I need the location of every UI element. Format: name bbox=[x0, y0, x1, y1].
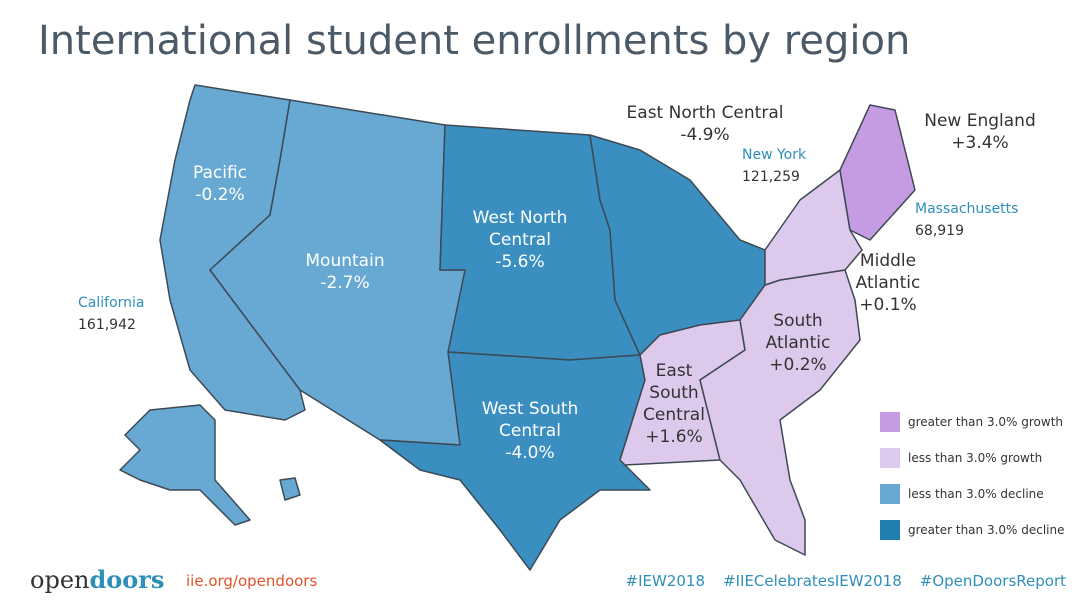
title: International student enrollments by reg… bbox=[38, 18, 911, 64]
state-callout: California 161,942 bbox=[78, 295, 145, 333]
legend-swatch bbox=[880, 412, 900, 432]
legend-swatch bbox=[880, 448, 900, 468]
alaska bbox=[119, 404, 251, 526]
legend-swatch bbox=[880, 520, 900, 540]
state-callout: Massachusetts 68,919 bbox=[915, 201, 1019, 239]
region-label: South Atlantic +0.2% bbox=[765, 311, 831, 375]
region-label: West South Central -4.0% bbox=[481, 399, 579, 463]
legend-item: less than 3.0% decline bbox=[880, 484, 1044, 504]
region-label: New England +3.4% bbox=[924, 111, 1036, 153]
logo: opendoors bbox=[30, 565, 165, 594]
legend-item: less than 3.0% growth bbox=[880, 448, 1042, 468]
region-label: East North Central -4.9% bbox=[626, 103, 784, 145]
legend-swatch bbox=[880, 484, 900, 504]
state-callout: New York 121,259 bbox=[742, 147, 807, 185]
legend-item: greater than 3.0% decline bbox=[880, 520, 1065, 540]
region-label: East South Central +1.6% bbox=[643, 361, 705, 447]
region-new-england bbox=[839, 104, 916, 241]
legend-item: greater than 3.0% growth bbox=[880, 412, 1063, 432]
hashtag: #IIECelebratesIEW2018 bbox=[723, 572, 902, 590]
hashtag: #IEW2018 bbox=[625, 572, 706, 590]
region-middle-atlantic bbox=[764, 169, 863, 286]
region-label: Middle Atlantic +0.1% bbox=[855, 251, 921, 315]
region-label: West North Central -5.6% bbox=[472, 208, 568, 272]
hashtag: #OpenDoorsReport bbox=[919, 572, 1066, 590]
footer-url: iie.org/opendoors bbox=[186, 572, 318, 590]
region-label: Pacific -0.2% bbox=[192, 163, 248, 205]
hashtags: #IEW2018 #IIECelebratesIEW2018 #OpenDoor… bbox=[626, 572, 1066, 590]
hawaii bbox=[279, 477, 301, 501]
region-label: Mountain -2.7% bbox=[305, 251, 385, 293]
